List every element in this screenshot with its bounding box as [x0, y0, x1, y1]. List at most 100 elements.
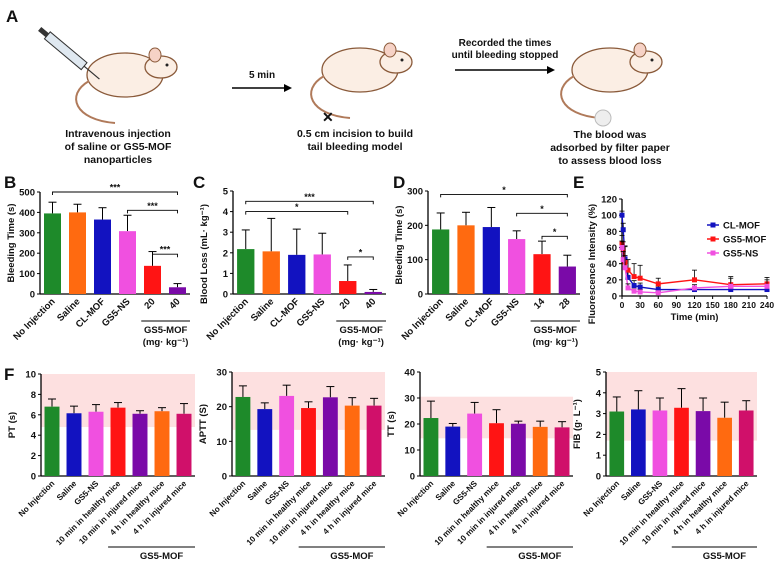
y-tick-label: 0 [410, 472, 415, 483]
x-tick-label: 0 [620, 300, 625, 310]
bar [288, 254, 306, 294]
bar [533, 254, 551, 294]
data-point [631, 274, 637, 280]
bar [508, 239, 526, 294]
bar [631, 409, 646, 476]
y-tick-label: 10 [25, 370, 36, 381]
bar [44, 406, 60, 476]
step3-caption: adsorbed by filter paper [550, 142, 670, 154]
panel-letter: E [573, 173, 584, 192]
bar [339, 281, 357, 294]
step2-caption: tail bleeding model [307, 141, 402, 153]
data-point [619, 245, 625, 250]
significance-label: *** [147, 201, 158, 211]
data-point [764, 287, 770, 293]
y-tick-label: 80 [606, 227, 617, 238]
bar [366, 405, 382, 476]
data-point [637, 289, 643, 295]
mouse-eye [650, 58, 654, 62]
legend-label: GS5-MOF [723, 235, 766, 246]
bar [176, 413, 192, 476]
bar [489, 423, 504, 476]
y-tick-label: 40 [606, 259, 617, 270]
x-tick-label: No Injection [396, 479, 435, 518]
significance-bracket [152, 253, 178, 258]
legend-marker [710, 250, 716, 256]
syringe-needle [83, 65, 100, 80]
bar [432, 229, 450, 294]
significance-label: * [359, 247, 363, 257]
bar [110, 407, 126, 476]
y-tick-label: 0 [223, 290, 228, 301]
legend-marker [710, 222, 716, 228]
syringe-icon [38, 26, 100, 80]
mouse-tail [75, 80, 116, 124]
x-tick-label: 60 [654, 300, 664, 310]
y-tick-label: 200 [19, 249, 35, 260]
y-axis-label: Bleeding Time (s) [6, 203, 17, 282]
y-tick-label: 4 [31, 431, 37, 442]
data-point [631, 288, 637, 294]
y-tick-label: 400 [19, 208, 35, 219]
bar [423, 418, 439, 476]
significance-label: * [553, 227, 557, 237]
y-tick-label: 20 [216, 402, 227, 413]
data-point [619, 212, 625, 218]
x-tick-label: No Injection [400, 296, 446, 342]
y-axis-label: Bleeding Time (s) [394, 205, 405, 284]
significance-label: *** [304, 192, 315, 202]
series-line [621, 243, 768, 286]
y-tick-label: 6 [31, 410, 36, 421]
group-label: GS5-MOF [339, 325, 382, 336]
x-tick-label: 28 [557, 296, 572, 311]
mouse-tail [310, 75, 351, 119]
mouse-eye [165, 63, 169, 67]
bar [313, 254, 331, 294]
bar [652, 410, 668, 476]
bar [44, 213, 61, 294]
data-point [655, 281, 661, 287]
y-tick-label: 4 [596, 388, 602, 399]
y-tick-label: 300 [407, 187, 423, 198]
group-label: (mg· kg⁻¹) [338, 337, 384, 348]
mouse-ear [383, 42, 397, 58]
filter-paper-icon [594, 109, 612, 127]
x-tick-label: No Injection [17, 479, 56, 518]
bar [510, 423, 526, 476]
y-tick-label: 8 [31, 390, 36, 401]
bar [132, 413, 148, 476]
significance-bracket [541, 235, 568, 240]
bar [674, 407, 689, 476]
data-point [764, 283, 770, 289]
y-tick-label: 30 [216, 368, 227, 379]
bar [235, 396, 251, 476]
y-tick-label: 5 [223, 187, 229, 198]
y-tick-label: 100 [601, 211, 617, 222]
panel-letter: B [4, 173, 16, 192]
significance-label: * [502, 185, 506, 195]
bar [695, 411, 711, 476]
x-tick-label: 120 [687, 300, 701, 310]
y-tick-label: 10 [216, 437, 227, 448]
bar [532, 426, 548, 476]
y-axis-label: APTT (S) [198, 404, 209, 444]
significance-bracket [52, 191, 178, 195]
x-tick-label: No Injection [582, 479, 621, 518]
x-tick-label: 20 [338, 296, 353, 311]
y-tick-label: 20 [404, 420, 415, 431]
y-tick-label: 2 [31, 451, 36, 462]
data-point [625, 285, 631, 291]
mouse-tail [560, 75, 601, 119]
data-point [655, 287, 661, 293]
data-point [622, 265, 628, 271]
bar [279, 395, 295, 476]
y-tick-label: 2 [596, 430, 601, 441]
y-tick-label: 60 [606, 243, 617, 254]
y-tick-label: 3 [596, 409, 601, 420]
data-point [637, 275, 643, 281]
bar [301, 408, 316, 476]
bar [717, 417, 732, 476]
x-axis-label: Time (min) [671, 312, 719, 323]
x-tick-label: 40 [363, 296, 378, 311]
